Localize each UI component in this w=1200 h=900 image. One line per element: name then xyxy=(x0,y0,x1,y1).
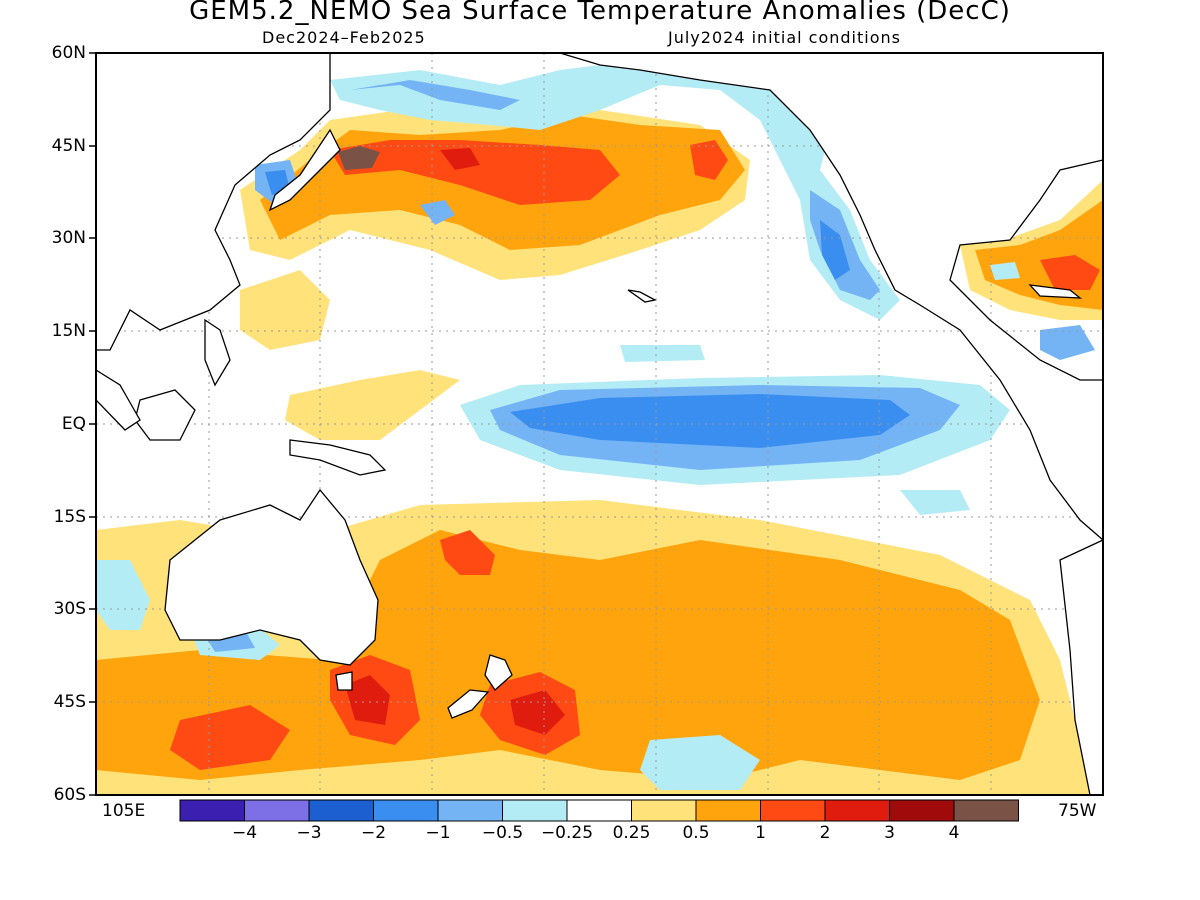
lat-label-45n: 45N xyxy=(51,136,86,156)
east-pacific-cool xyxy=(1040,325,1095,360)
colorbar-swatch xyxy=(373,799,439,822)
colorbar-tick-label: −4 xyxy=(231,823,258,843)
nz-south-island xyxy=(447,689,490,719)
japan xyxy=(268,128,341,212)
lat-label-15s: 15S xyxy=(53,507,86,527)
colorbar xyxy=(179,799,1019,822)
lat-label-eq: EQ xyxy=(61,414,86,434)
north-pacific-warm-core xyxy=(440,148,480,170)
initial-conditions-subtitle: July2024 initial conditions xyxy=(668,28,901,47)
new-guinea xyxy=(289,439,387,476)
colorbar-swatch xyxy=(824,799,890,822)
lon-label-right: 75W xyxy=(1058,801,1097,821)
nz-north-island xyxy=(484,654,513,691)
colorbar-tick-label: 0.25 xyxy=(612,823,651,843)
coral-sea-warm-strong xyxy=(440,530,495,575)
south-cool-patch-3 xyxy=(640,735,760,790)
australia-landmass xyxy=(164,488,379,666)
lat-ticks xyxy=(89,52,96,796)
north-america xyxy=(559,53,1103,541)
colorbar-tick-label: 0.5 xyxy=(682,823,710,843)
lat-label-15n: 15N xyxy=(51,321,86,341)
hawaii xyxy=(627,289,657,303)
south-indian-warm-strong xyxy=(170,705,290,770)
nz-east-warm-core xyxy=(510,690,565,735)
colorbar-swatch xyxy=(760,799,826,822)
cuba xyxy=(1028,284,1082,299)
gulf-cool xyxy=(990,262,1020,280)
colorbar-tick-label: −3 xyxy=(296,823,322,843)
mid-pacific-cool xyxy=(420,200,455,225)
colorbar-tick-label: −0.5 xyxy=(481,823,524,843)
north-pacific-warm-strong xyxy=(330,140,620,205)
sumatra xyxy=(96,369,141,431)
asia-mainland xyxy=(96,53,331,351)
colorbar-tick-label: −1 xyxy=(425,823,451,843)
lat-label-45s: 45S xyxy=(53,692,86,712)
graticule xyxy=(96,53,1103,795)
colorbar-swatch xyxy=(566,799,632,822)
colorbar-tick-label: −0.25 xyxy=(540,823,594,843)
tasman-warm-core xyxy=(345,675,390,725)
period-subtitle: Dec2024–Feb2025 xyxy=(262,28,426,47)
lat-label-30n: 30N xyxy=(51,228,86,248)
colorbar-swatch xyxy=(437,799,503,822)
lat-label-60n: 60N xyxy=(51,43,86,63)
colorbar-tick-label: 2 xyxy=(819,823,831,843)
colorbar-swatch xyxy=(953,799,1019,822)
east-pacific-cool-2 xyxy=(900,490,970,515)
lat-label-60s: 60S xyxy=(53,785,86,805)
colorbar-tick-label: −2 xyxy=(360,823,387,843)
philippines xyxy=(204,318,231,387)
south-cool-patch xyxy=(96,560,150,630)
south-america xyxy=(1059,539,1103,795)
colorbar-swatch xyxy=(889,799,955,822)
california-cool-strong xyxy=(820,220,850,280)
colorbar-tick-label: 4 xyxy=(948,823,960,843)
colorbar-swatch xyxy=(502,799,568,822)
north-pacific-warm-east-strong xyxy=(690,140,728,180)
colorbar-tick-label: 1 xyxy=(755,823,766,843)
equatorial-cool-narrow xyxy=(620,345,705,362)
south-pacific-warm-moderate xyxy=(96,530,1040,780)
colorbar-swatch xyxy=(308,799,374,822)
kuril-extreme xyxy=(338,146,380,170)
lat-label-30s: 30S xyxy=(53,599,86,619)
west-pacific-warm-2 xyxy=(240,270,330,350)
colorbar-swatch xyxy=(631,799,697,822)
colorbar-swatch xyxy=(179,799,245,822)
equatorial-cool-strong xyxy=(510,394,910,448)
colorbar-tick-label: 3 xyxy=(884,823,895,843)
colorbar-swatch xyxy=(695,799,761,822)
tasmania-landmass xyxy=(335,671,353,691)
colorbar-swatch xyxy=(244,799,310,822)
aleutian-cool-light xyxy=(330,55,900,320)
caribbean-warm-strong xyxy=(1040,255,1100,290)
california-cool-moderate xyxy=(810,190,880,300)
aleutian-cool-moderate xyxy=(350,80,520,110)
west-pacific-warm xyxy=(285,370,460,440)
lon-label-left: 105E xyxy=(102,801,146,821)
map-title: GEM5.2_NEMO Sea Surface Temperature Anom… xyxy=(189,0,1011,26)
coastlines xyxy=(96,53,1103,795)
